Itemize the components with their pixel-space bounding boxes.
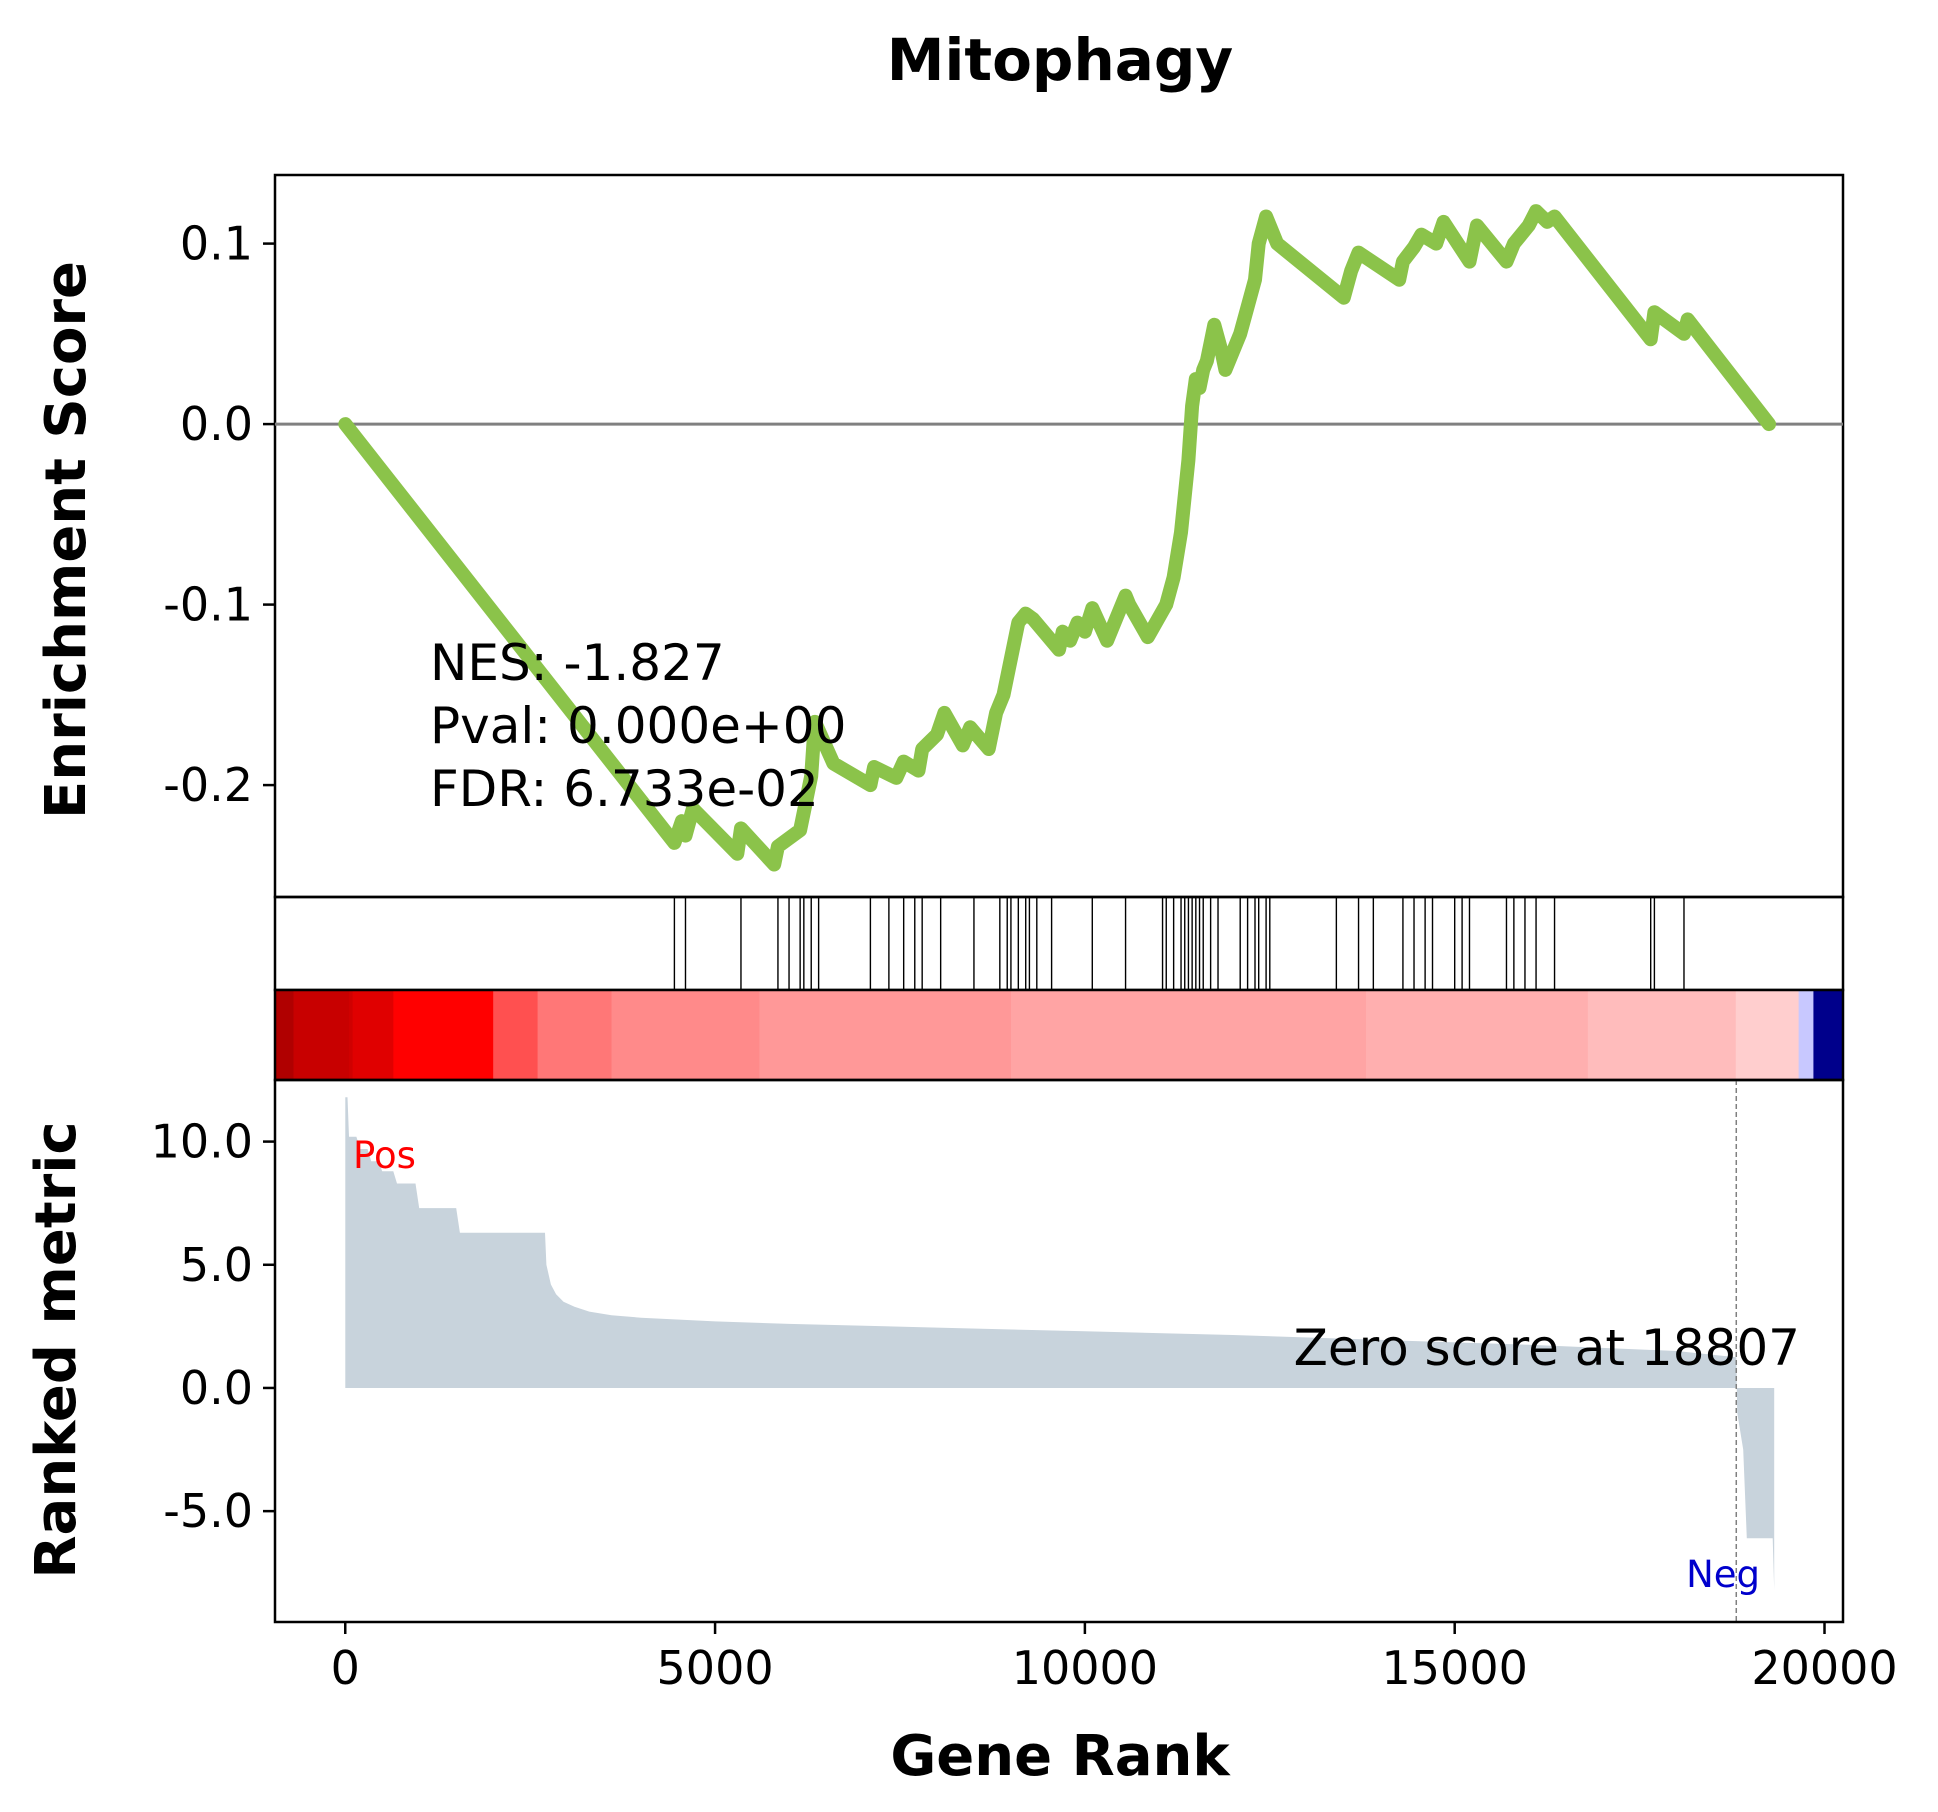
rm-ytick-label: -5.0	[163, 1484, 253, 1538]
hits-frame	[273, 895, 1845, 992]
colorbar-segment	[352, 990, 394, 1080]
colorbar-segment	[1735, 990, 1800, 1080]
colorbar-segment	[537, 990, 613, 1080]
colorbar-segment	[1365, 990, 1589, 1080]
colorbar-segment	[293, 990, 350, 1080]
colorbar-segment	[348, 990, 354, 1080]
es-ytick-label: 0.0	[180, 397, 253, 451]
colorbar-segment	[1813, 990, 1844, 1080]
rm-ylabel: Ranked metric	[24, 1121, 89, 1578]
rm-ytick-label: 0.0	[180, 1361, 253, 1415]
es-ytick-label: 0.1	[180, 217, 253, 271]
hits-panel	[273, 895, 1845, 992]
es-ylabel: Enrichment Score	[34, 261, 99, 819]
chart-title: Mitophagy	[887, 26, 1233, 94]
xtick-label: 20000	[1751, 1641, 1897, 1695]
enrichment-score-line	[338, 204, 1776, 872]
colorbar-segment	[1798, 990, 1814, 1080]
colorbar-segment	[1010, 990, 1367, 1080]
colorbar-segment	[759, 990, 1012, 1080]
stat-label: Pval: 0.000e+00	[430, 697, 846, 755]
ranked-metric-area	[345, 1097, 1775, 1590]
es-ytick-label: -0.1	[163, 578, 253, 632]
colorbar-segment	[275, 990, 294, 1080]
neg-label: Neg	[1686, 1553, 1760, 1596]
colorbar-segment	[493, 990, 539, 1080]
es-ytick-label: -0.2	[163, 758, 253, 812]
stat-label: FDR: 6.733e-02	[430, 760, 819, 818]
rm-ytick-label: 5.0	[180, 1238, 253, 1292]
xtick-label: 5000	[657, 1641, 774, 1695]
colorbar-segment	[611, 990, 760, 1080]
zero-score-label: Zero score at 18807	[1294, 1319, 1800, 1377]
colorbar-segment	[393, 990, 494, 1080]
stat-label: NES: -1.827	[430, 634, 725, 692]
rank-colorbar	[273, 988, 1845, 1082]
xtick-label: 0	[331, 1641, 360, 1695]
x-axis-label: Gene Rank	[890, 1724, 1231, 1789]
xtick-label: 15000	[1382, 1641, 1528, 1695]
xtick-label: 10000	[1012, 1641, 1158, 1695]
rm-ytick-label: 10.0	[151, 1115, 253, 1169]
pos-label: Pos	[353, 1134, 416, 1177]
ranked-metric-panel: Zero score at 18807 Pos Neg 10.0 5.0 0.0 -5.0 0…	[151, 1078, 1898, 1695]
rm-frame	[273, 1078, 1845, 1624]
colorbar-segment	[1587, 990, 1737, 1080]
